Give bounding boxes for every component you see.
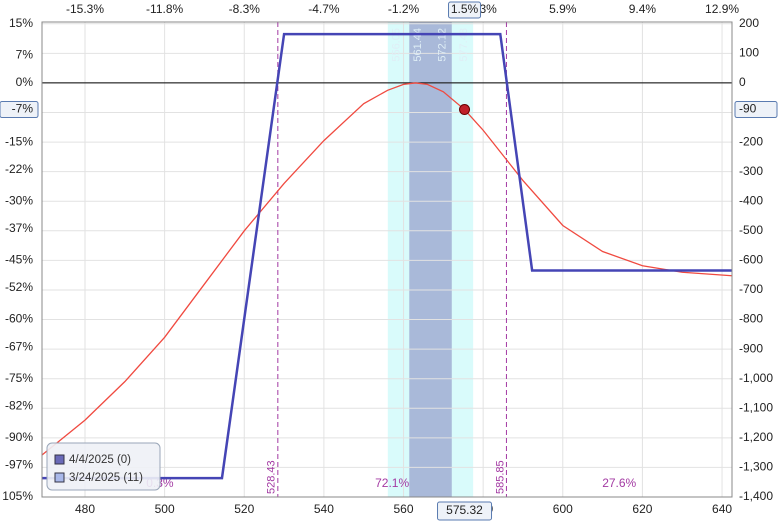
x-tick-label: 520: [234, 502, 254, 516]
legend-label: 4/4/2025 (0): [69, 454, 131, 466]
plot-border: [41, 21, 733, 498]
y-tick-label: -600: [739, 253, 763, 267]
y2-tick-label: -75%: [5, 371, 33, 385]
y2-tick-label: 15%: [9, 16, 33, 30]
pnl-line: [42, 32, 732, 480]
x2-tick-label: -15.3%: [66, 2, 104, 16]
y2-tick-label: -60%: [5, 312, 33, 326]
y2-tick-label: -97%: [5, 458, 33, 472]
y2-tick-label: -37%: [5, 221, 33, 235]
y2-tick-label: -22%: [5, 162, 33, 176]
y-tick-label: -800: [739, 312, 763, 326]
y-tick-label: -900: [739, 341, 763, 355]
y-tick-label: -1,000: [739, 371, 773, 385]
y2-tick-label: -67%: [5, 339, 33, 353]
y2-tick-label: -90%: [5, 430, 33, 444]
y-tick-label: 200: [739, 16, 759, 30]
x-tick-label: 560: [394, 502, 414, 516]
x2-tick-label: -11.8%: [146, 2, 183, 16]
x-tick-label: 600: [553, 502, 573, 516]
y2-tick-label: -45%: [5, 253, 33, 267]
legend-label: 3/24/2025 (11): [69, 472, 143, 484]
cursor-y: -90: [739, 102, 757, 116]
y-tick-label: -1,200: [739, 430, 773, 444]
legend-swatch: [54, 454, 65, 465]
cursor-y-box: [734, 101, 778, 119]
band-label: 572.12: [437, 28, 449, 62]
x-tick-label: 620: [632, 502, 652, 516]
y-tick-label: -1,100: [739, 400, 773, 414]
y2-tick-label: 7%: [16, 47, 34, 61]
cursor-x2-box: [448, 1, 482, 19]
y2-tick-label: -15%: [5, 134, 33, 148]
probability-label: 27.6%: [602, 476, 636, 490]
cursor-x2: 1.5%: [451, 2, 479, 16]
y2-tick-label: 0%: [16, 75, 34, 89]
y-tick-label: -1,400: [739, 489, 773, 503]
x2-tick-label: -1.2%: [388, 2, 420, 16]
cursor-point: [459, 104, 471, 116]
y-tick-label: -400: [739, 193, 763, 207]
probability-label: 72.1%: [375, 476, 409, 490]
x-tick-label: 480: [75, 502, 95, 516]
y-tick-label: -1,300: [739, 460, 773, 474]
band-label: 577.48: [458, 28, 470, 62]
x2-tick-label: -4.7%: [308, 2, 340, 16]
x2-tick-label: 5.9%: [549, 2, 577, 16]
y-tick-label: 100: [739, 46, 759, 60]
y2-tick-label: -52%: [5, 280, 33, 294]
cursor-y2: -7%: [12, 102, 34, 116]
y-tick-label: 0: [739, 75, 746, 89]
plot-area: [42, 22, 732, 497]
band-label: 561.44: [412, 28, 424, 62]
cursor-y2-box: [0, 101, 39, 119]
x-tick-label: 640: [712, 502, 732, 516]
x-tick-label: 540: [314, 502, 334, 516]
y2-tick-label: -82%: [5, 398, 33, 412]
y2-tick-label: 105%: [2, 489, 33, 503]
y2-tick-label: -30%: [5, 193, 33, 207]
y-tick-label: -200: [739, 134, 763, 148]
breakeven-label: 528.43: [266, 460, 278, 494]
x2-tick-label: 12.9%: [705, 2, 739, 16]
x2-tick-label: 9.4%: [629, 2, 657, 16]
cursor-x: 575.32: [446, 503, 483, 517]
legend-swatch: [54, 472, 65, 483]
y-tick-label: -500: [739, 223, 763, 237]
pnl-line: [41, 82, 733, 456]
legend-box: [46, 442, 161, 491]
y-tick-label: -300: [739, 164, 763, 178]
std-band: [409, 22, 452, 497]
breakeven-label: 585.85: [494, 460, 506, 494]
x2-tick-label: -8.3%: [229, 2, 261, 16]
y-tick-label: -700: [739, 282, 763, 296]
x-tick-label: 500: [155, 502, 175, 516]
cursor-x-box: [437, 501, 493, 521]
band-label: 556.05: [391, 28, 403, 62]
